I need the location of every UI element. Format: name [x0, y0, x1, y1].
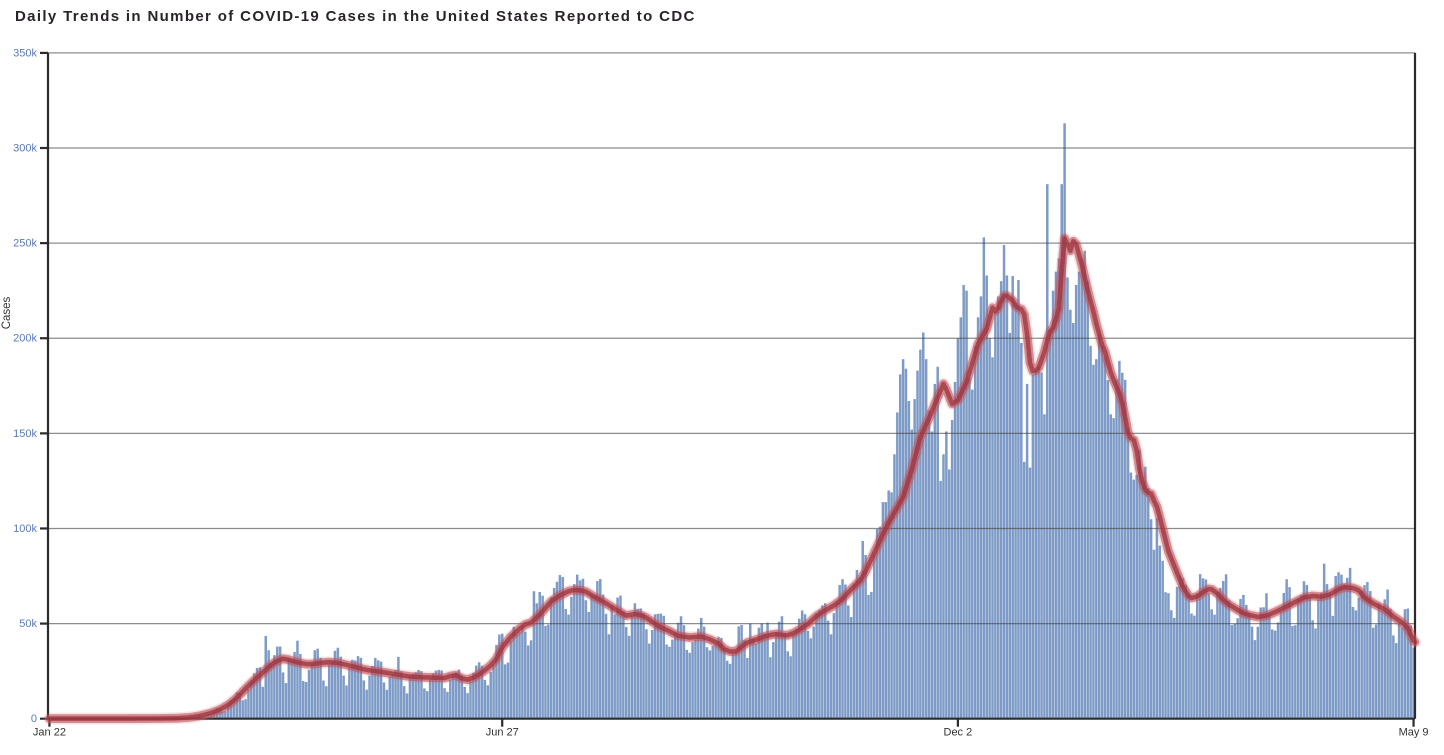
svg-text:100k: 100k	[13, 523, 37, 535]
svg-text:0: 0	[31, 713, 37, 725]
svg-text:Jun 27: Jun 27	[486, 727, 519, 739]
svg-text:Cases: Cases	[1, 296, 13, 329]
svg-text:250k: 250k	[13, 238, 37, 250]
svg-text:Jan 22: Jan 22	[33, 727, 66, 739]
svg-text:50k: 50k	[19, 618, 37, 630]
svg-text:300k: 300k	[13, 143, 37, 155]
svg-text:Dec 2: Dec 2	[944, 727, 973, 739]
svg-text:350k: 350k	[13, 47, 37, 59]
svg-text:May 9: May 9	[1399, 727, 1429, 739]
svg-text:150k: 150k	[13, 428, 37, 440]
svg-text:200k: 200k	[13, 333, 37, 345]
